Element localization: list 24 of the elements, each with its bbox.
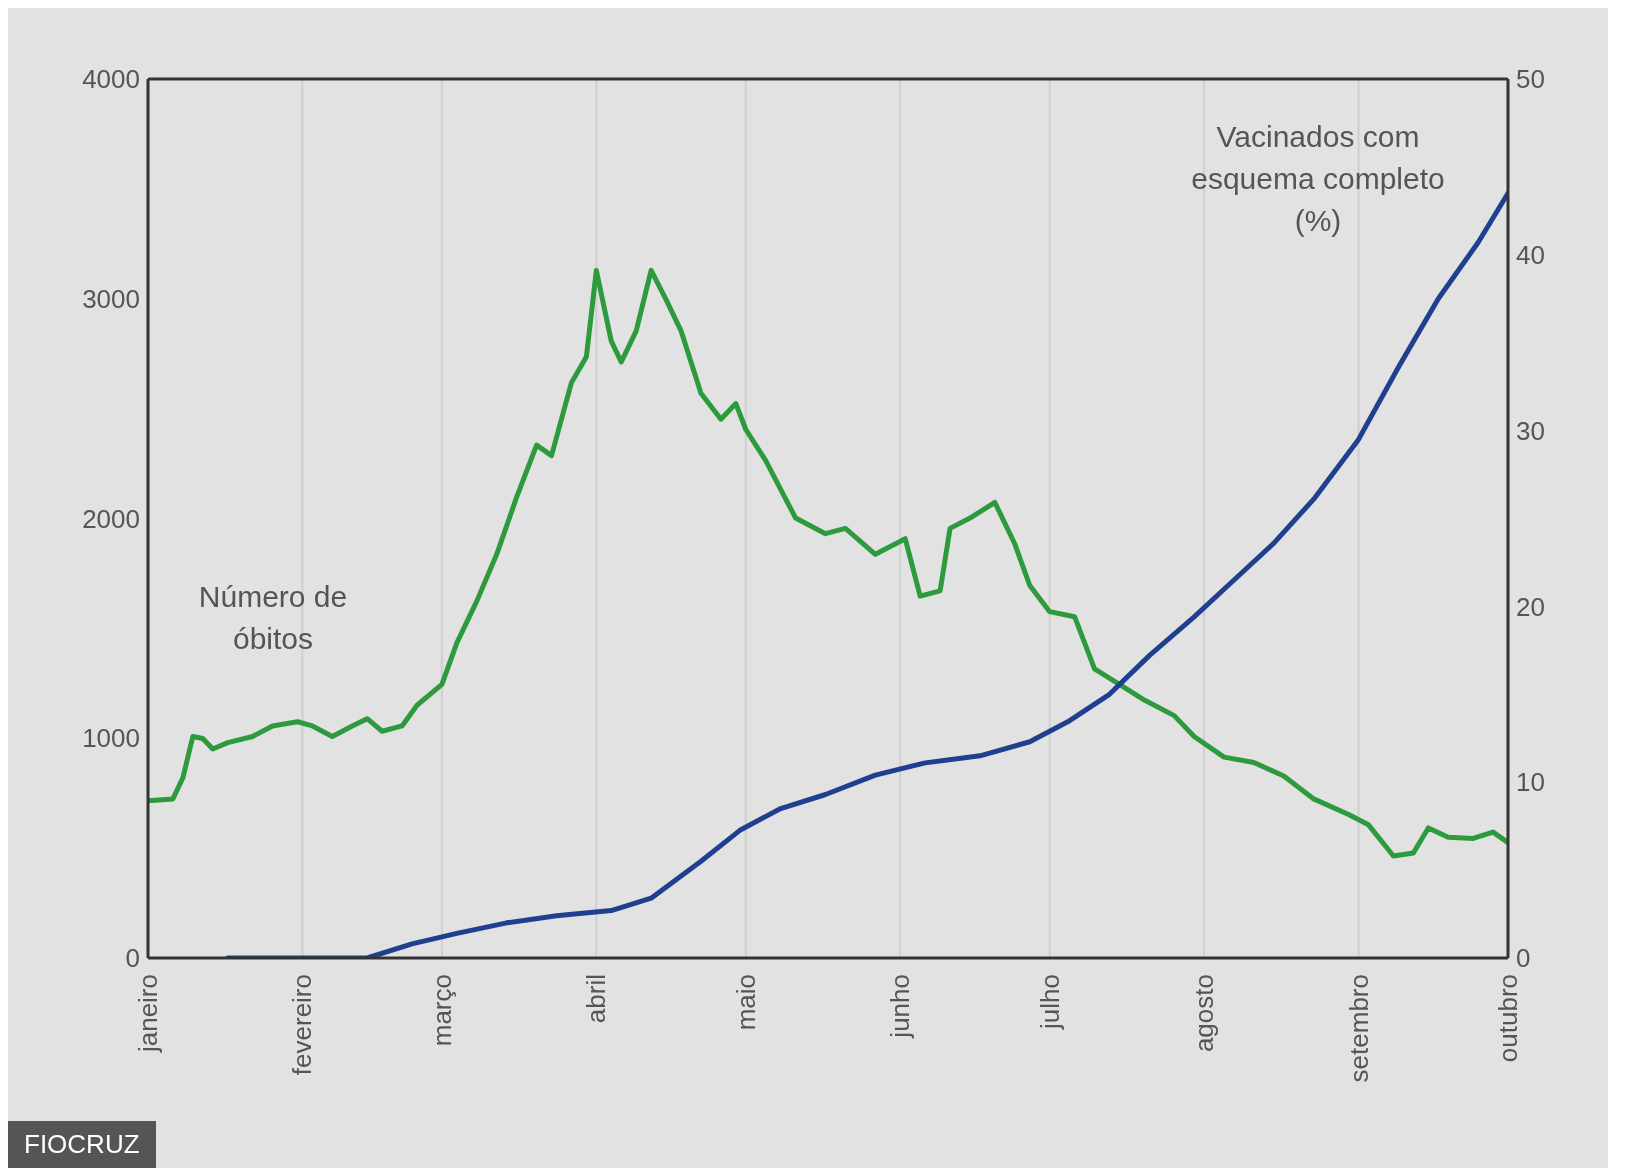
x-tick-label: abril <box>581 974 612 1024</box>
y-tick-label: 3000 <box>82 283 140 314</box>
text: Número de óbitos <box>197 579 349 657</box>
y-tick-label: 1000 <box>82 723 140 754</box>
y2-tick-label: 0 <box>1516 943 1531 974</box>
x-tick-label: agosto <box>1189 974 1220 1053</box>
y-tick-label: 2000 <box>82 503 140 534</box>
text: FIOCRUZ <box>8 1121 156 1168</box>
x-tick-label: janeiro <box>133 974 163 1054</box>
x-tick-label: setembro <box>1343 974 1374 1083</box>
x-tick-label: julho <box>1034 974 1065 1030</box>
y2-tick-label: 10 <box>1516 767 1545 798</box>
y2-tick-label: 50 <box>1516 64 1545 95</box>
y2-tick-label: 20 <box>1516 591 1545 622</box>
series-label: Vacinados com esquema completo (%) <box>1190 119 1446 239</box>
x-tick-label: março <box>426 974 457 1047</box>
y-tick-label: 0 <box>125 943 140 974</box>
x-tick-label: fevereiro <box>287 974 318 1076</box>
x-tick-label: junho <box>885 974 916 1039</box>
x-tick-label: outubro <box>1493 974 1523 1063</box>
x-tick-label: maio <box>730 974 761 1031</box>
y-tick-label: 4000 <box>82 64 140 95</box>
y2-tick-label: 40 <box>1516 240 1545 271</box>
y2-tick-label: 30 <box>1516 415 1545 446</box>
